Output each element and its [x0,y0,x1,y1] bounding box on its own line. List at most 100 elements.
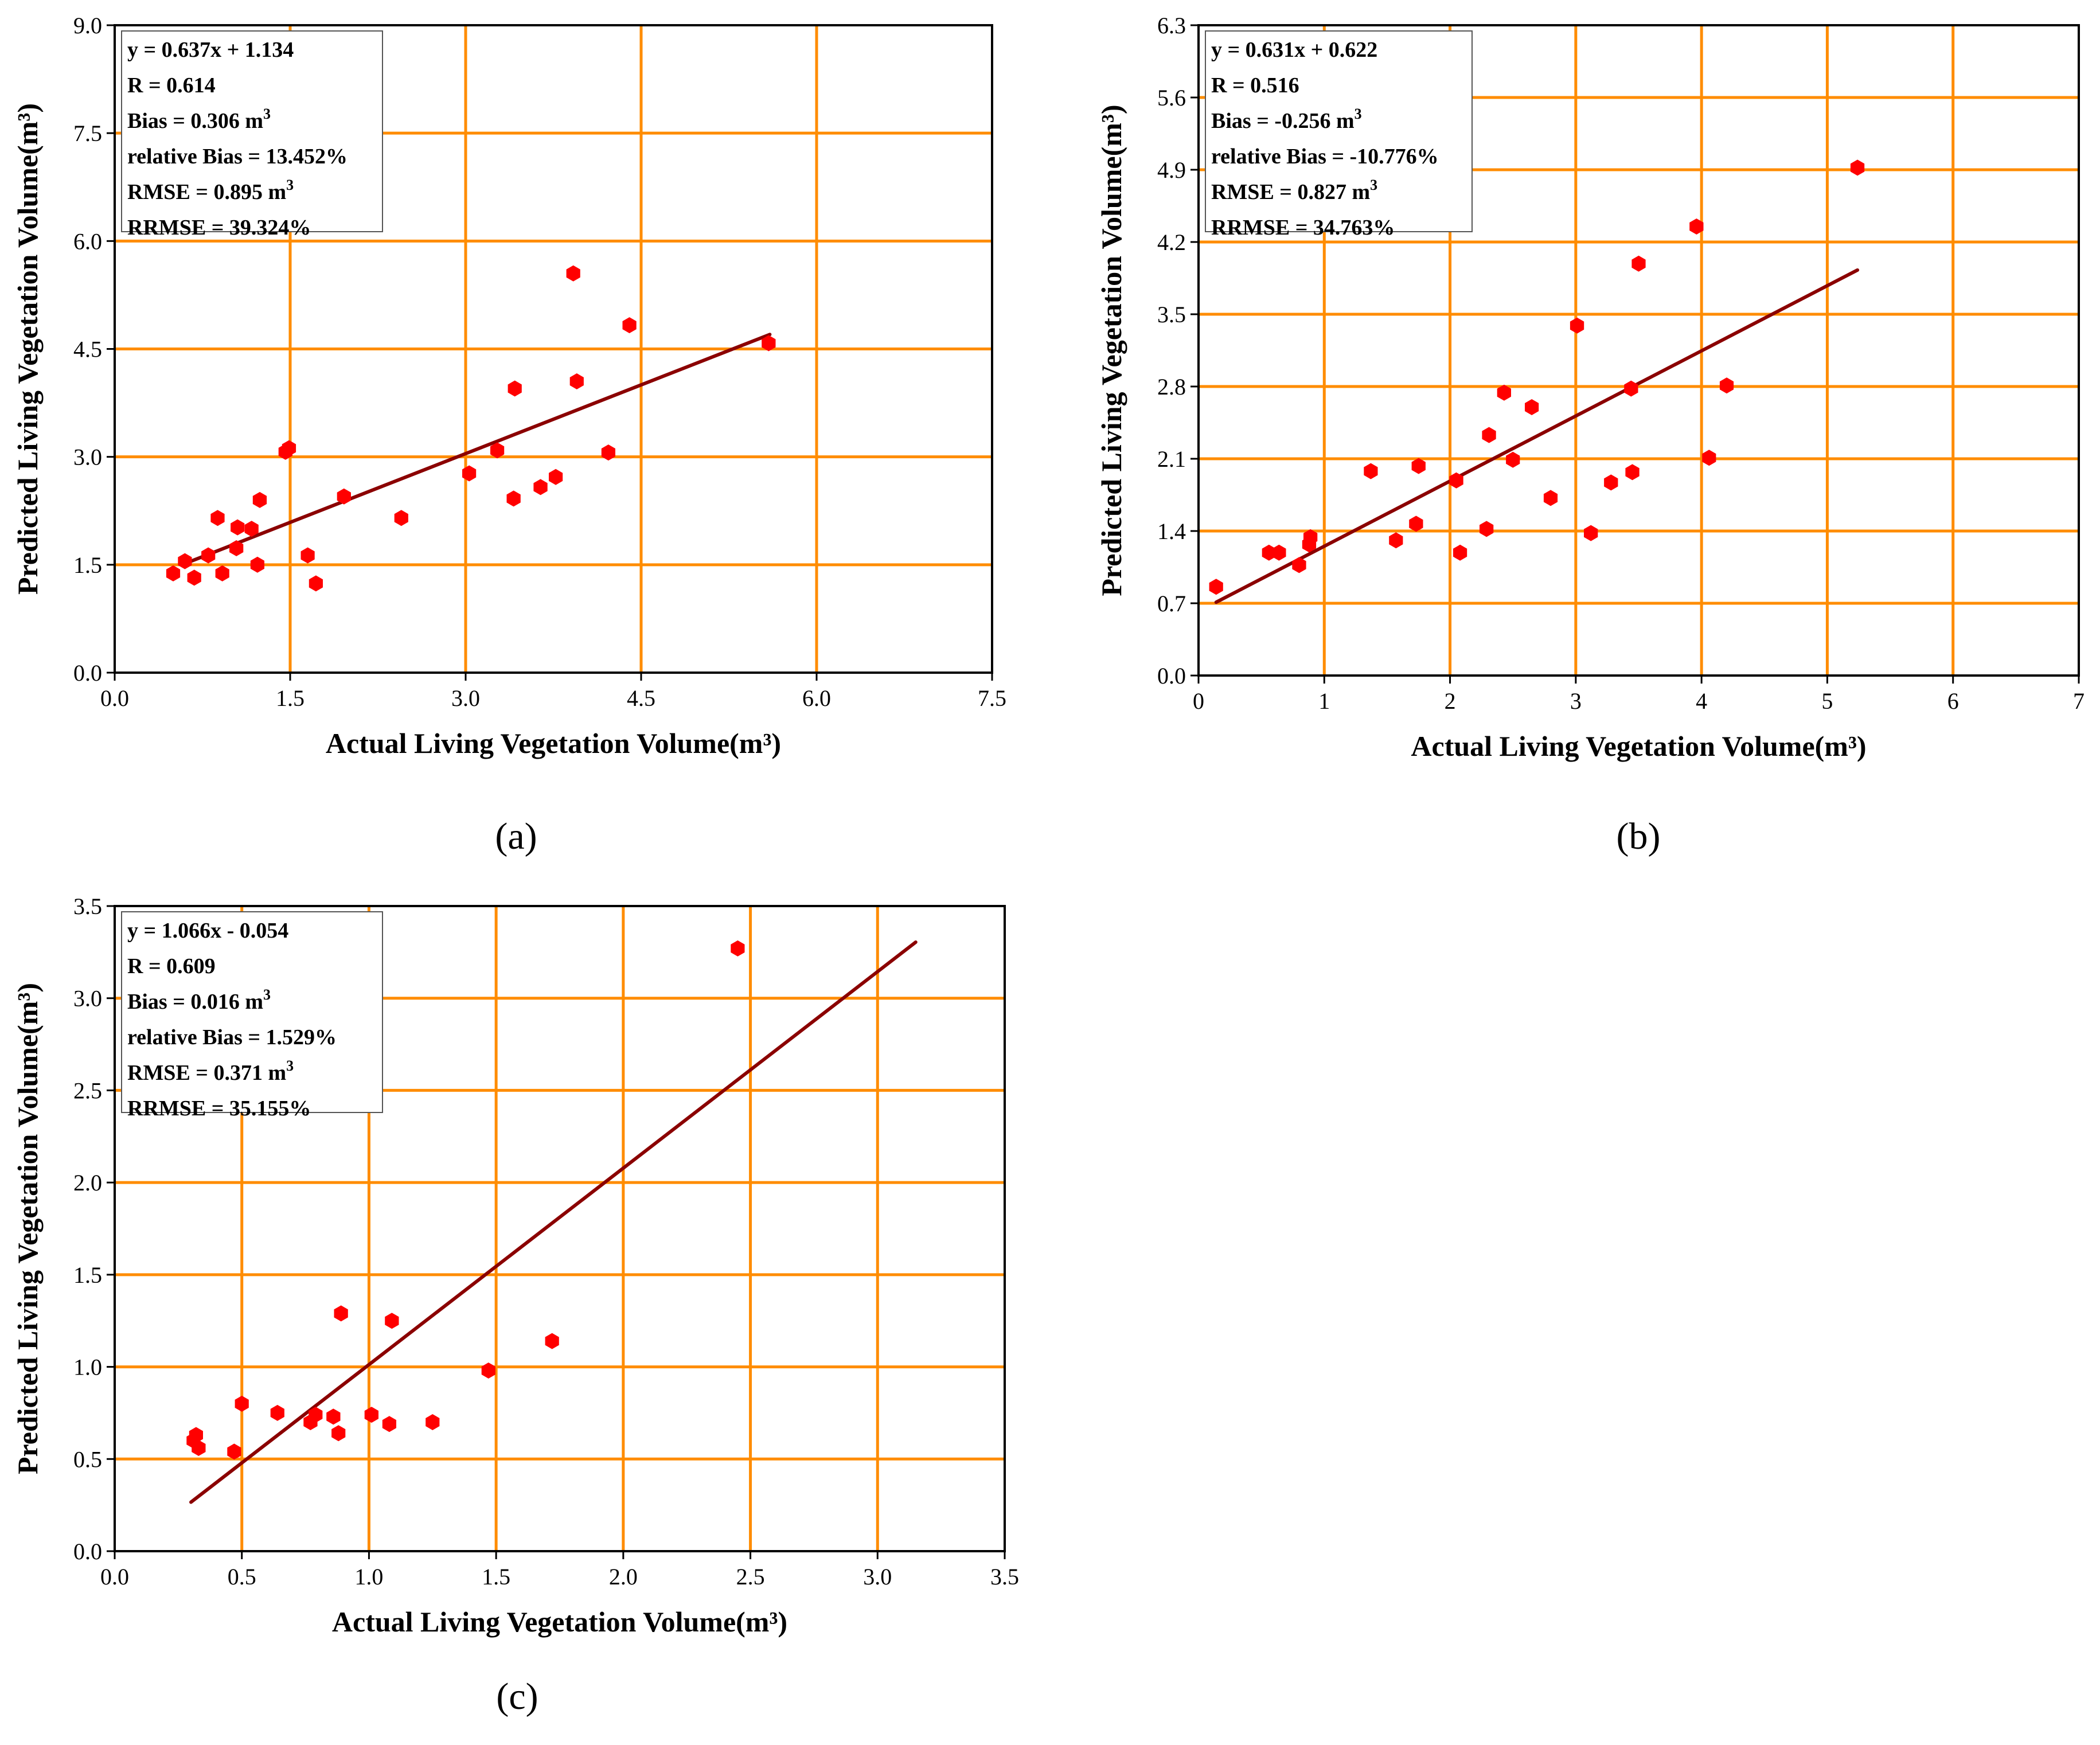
stats-box-frame [1205,30,1473,232]
data-point [187,569,201,586]
data-point [1570,317,1584,334]
panel-c: 0.0 0.5 1.0 1.5 2.0 2.5 3.0 3.5 0.0 0.5 1.0 1.5 2.0 2… [11,893,1019,1717]
x-axis-title: Actual Living Vegetation Volume(m³) [1411,730,1866,762]
plot-frame [114,905,1006,1552]
stats-line: R = 0.516 [1211,73,1299,97]
y-tick-label: 3.5 [1157,302,1186,327]
y-tick-label: 2.1 [1157,446,1186,472]
x-tick-label: 6 [1947,688,1959,714]
data-point [331,1425,346,1442]
data-point [210,510,225,526]
stats-line: RMSE = 0.371 m3 [127,1057,294,1085]
ticks: 0 1 2 3 4 5 6 7 0.0 0.7 1.4 2.1 2.8 3.5 4.2 4.9 5.6 6.3 [1157,13,2085,714]
y-axis-title: Predicted Living Vegetation Volume(m³) [11,983,44,1474]
data-point [326,1408,341,1425]
x-tick-label: 7 [2073,688,2085,714]
data-point [462,465,477,482]
data-point [762,335,776,352]
data-point [309,575,323,592]
data-point [337,488,351,505]
data-point [201,547,216,564]
y-tick-label: 5.6 [1157,85,1186,111]
stats-line: Bias = -0.256 m3 [1211,106,1362,133]
data-point [334,1305,348,1322]
y-axis-title: Predicted Living Vegetation Volume(m³) [1095,104,1127,596]
stats-line: relative Bias = -10.776% [1211,145,1439,169]
data-point [490,442,505,459]
x-tick-label: 3.0 [863,1564,892,1590]
data-point [1389,532,1403,549]
data-point [1689,218,1704,235]
data-point [533,479,548,495]
data-points [186,940,745,1460]
x-axis-title: Actual Living Vegetation Volume(m³) [326,727,781,759]
x-tick-label: 6.0 [802,685,831,711]
data-point [1625,464,1640,481]
stats-line: RRMSE = 39.324% [127,216,311,240]
data-point [622,317,637,334]
y-tick-label: 3.0 [73,444,102,470]
data-point [1631,255,1646,272]
data-point [1449,472,1463,489]
y-tick-label: 1.0 [73,1354,102,1380]
data-point [1409,516,1423,532]
regression-line [183,333,772,565]
stats-box: y = 0.637x + 1.134 R = 0.614 Bias = 0.306 … [121,30,383,240]
data-point [601,444,615,461]
x-tick-label: 2.0 [609,1564,638,1590]
data-point [545,1333,559,1349]
data-point [231,519,245,536]
regression-line [1214,268,1860,604]
regression-line [189,940,918,1504]
data-point [1584,525,1598,541]
data-point [1303,529,1318,545]
x-tick-label: 0.0 [100,1564,129,1590]
panel-label: (b) [1617,815,1661,857]
data-point [566,265,580,282]
y-tick-label: 6.0 [73,228,102,254]
stats-line: RMSE = 0.895 m3 [127,177,294,204]
y-tick-label: 0.0 [1157,663,1186,689]
stats-line: y = 0.637x + 1.134 [127,38,294,62]
data-point [250,556,264,573]
data-points [166,265,776,592]
x-tick-label: 7.5 [978,685,1006,711]
y-tick-label: 1.4 [1157,518,1186,544]
data-point [1480,521,1494,537]
stats-line: Bias = 0.306 m3 [127,106,271,133]
x-tick-label: 1.5 [276,685,305,711]
data-point [1482,427,1496,443]
stats-line: RMSE = 0.827 m3 [1211,177,1377,204]
data-point [1702,450,1716,466]
y-tick-label: 6.3 [1157,13,1186,38]
data-point [192,1440,206,1456]
data-point [229,540,244,556]
stats-box-frame [121,911,383,1113]
data-point [300,547,315,564]
x-tick-label: 4.5 [627,685,655,711]
x-tick-label: 1.0 [354,1564,383,1590]
data-point [731,940,745,957]
data-point [252,491,267,508]
panel-label: (a) [495,815,537,857]
data-point [1272,544,1286,561]
data-point [508,380,522,397]
data-point [1624,380,1638,397]
data-point [506,490,521,507]
data-point [235,1395,249,1412]
stats-line: RRMSE = 34.763% [1211,216,1395,240]
data-point [385,1313,399,1329]
data-point [1209,579,1223,595]
x-tick-label: 2.5 [736,1564,765,1590]
data-point [1411,458,1426,474]
data-point [1719,377,1734,394]
y-axis-title: Predicted Living Vegetation Volume(m³) [11,103,44,595]
data-point [309,1407,323,1423]
data-point [244,521,259,537]
y-tick-label: 7.5 [73,120,102,146]
data-point [364,1407,378,1423]
panel-a: 0.0 1.5 3.0 4.5 6.0 7.5 0.0 1.5 3.0 4.5 6.0 7.5 9.0 A… [11,13,1006,857]
data-point [1543,490,1558,506]
data-point [569,373,584,389]
y-tick-label: 4.2 [1157,229,1186,255]
